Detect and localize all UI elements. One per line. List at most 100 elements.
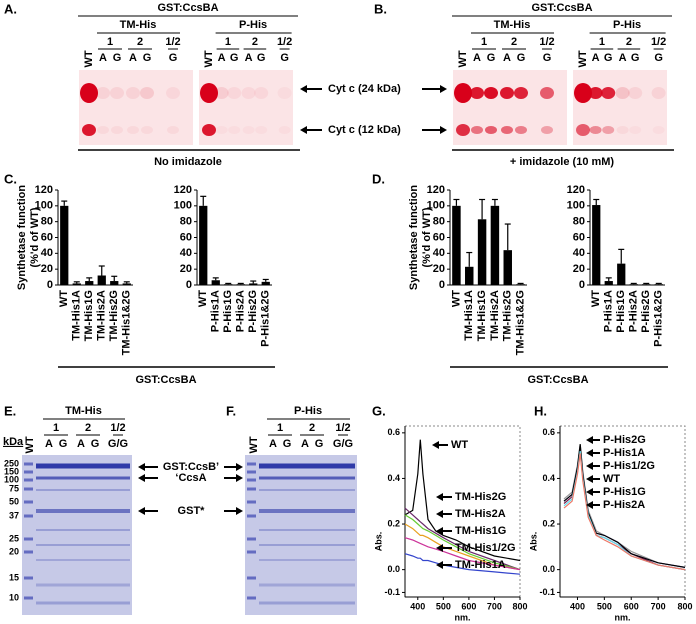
lane-label: G xyxy=(315,438,324,450)
lane-group-number: 2 xyxy=(85,422,91,434)
y-tick-label: 20 xyxy=(433,263,445,275)
group-name: TM-His xyxy=(494,19,531,31)
error-bar xyxy=(466,251,473,267)
lane-label: WT xyxy=(577,50,589,67)
lane-group-number: 2 xyxy=(626,36,632,48)
x-tick-label: P-His1&2G xyxy=(260,290,272,347)
gel-band xyxy=(228,126,240,134)
y-axis-label: Synthetase function xyxy=(408,185,420,290)
lane-group-number: 2 xyxy=(511,36,517,48)
gel-band xyxy=(616,126,629,134)
gel-band xyxy=(500,87,514,99)
gel-band xyxy=(82,124,96,136)
protein-band xyxy=(36,463,130,469)
panel-label: A. xyxy=(4,1,17,16)
group-name: P-His xyxy=(239,19,267,31)
error-bar xyxy=(98,265,105,276)
legend-label: WT xyxy=(451,439,468,451)
y-tick-label: 120 xyxy=(427,184,445,196)
condition-label: + imidazole (10 mM) xyxy=(510,156,615,168)
gel-band xyxy=(241,87,256,99)
arrow-head xyxy=(586,475,593,483)
ladder-band xyxy=(247,500,256,504)
bar xyxy=(477,219,487,285)
lane-label: G xyxy=(257,52,266,64)
x-axis-label: nm. xyxy=(614,612,630,622)
bar xyxy=(592,205,601,285)
ladder-band xyxy=(24,470,33,474)
gel-image xyxy=(22,455,132,615)
y-tick-label: -0.1 xyxy=(384,587,400,597)
gel-band xyxy=(454,83,472,103)
gel-image xyxy=(245,455,357,615)
error-bar xyxy=(262,278,269,282)
error-bar xyxy=(212,277,219,281)
x-tick-label: TM-His2A xyxy=(489,290,501,341)
y-tick-label: 100 xyxy=(35,200,53,212)
y-tick-label: 60 xyxy=(41,231,53,243)
y-tick-label: 80 xyxy=(41,216,53,228)
x-tick-label: TM-His1A xyxy=(71,290,83,341)
gel-band xyxy=(167,126,179,134)
x-tick-label: P-His2A xyxy=(628,290,640,332)
arrow-head xyxy=(432,441,439,449)
protein-band xyxy=(36,509,130,513)
lane-group-number: 1 xyxy=(107,36,113,48)
x-tick-label: WT xyxy=(58,290,70,307)
y-tick-label: 0.6 xyxy=(387,427,400,437)
lane-label: G xyxy=(604,52,613,64)
lane-group-number: 1 xyxy=(225,36,231,48)
gel-band xyxy=(541,126,553,134)
y-tick-label: 0.6 xyxy=(542,427,555,437)
lane-label: G xyxy=(283,438,292,450)
lane-label: WT xyxy=(457,50,469,67)
bar xyxy=(629,284,638,285)
error-bar xyxy=(517,282,524,285)
y-tick-label: 120 xyxy=(174,184,192,196)
spectrum-line xyxy=(404,439,521,562)
arrow-head xyxy=(436,510,443,518)
arrow-head xyxy=(436,527,443,535)
arrow-head xyxy=(586,462,593,470)
panel-label: F. xyxy=(226,403,236,418)
x-tick-label: WT xyxy=(450,290,462,307)
y-tick-label: 60 xyxy=(433,231,445,243)
ladder-band xyxy=(24,478,33,482)
ladder-label: 75 xyxy=(9,483,19,493)
gel-band xyxy=(243,126,255,134)
band-marker: ‘CcsA xyxy=(175,472,206,484)
arrow-head xyxy=(440,85,447,93)
error-bar xyxy=(593,198,600,206)
ladder-band xyxy=(24,576,33,580)
gel-image xyxy=(79,70,193,145)
group-name: TM-His xyxy=(120,19,157,31)
gel-band xyxy=(514,87,528,99)
spectrum-line xyxy=(404,553,521,575)
protein-band xyxy=(36,583,130,587)
bar xyxy=(642,284,651,285)
lane-label: A xyxy=(619,52,627,64)
y-tick-label: 0 xyxy=(439,279,445,291)
lane-group-number: 1 xyxy=(277,422,283,434)
y-tick-label: 0 xyxy=(186,279,192,291)
gel-band xyxy=(255,126,267,134)
lane-label: A xyxy=(503,52,511,64)
arrow-head xyxy=(236,463,243,471)
lane-label: A xyxy=(45,438,53,450)
error-bar xyxy=(655,282,662,285)
gel-band xyxy=(277,87,292,99)
x-tick-label: P-His2G xyxy=(640,290,652,333)
x-tick-label: 500 xyxy=(597,601,612,611)
ladder-band xyxy=(24,550,33,554)
error-bar xyxy=(618,248,625,264)
gel-band xyxy=(202,124,216,136)
lane-label: G xyxy=(654,52,663,64)
lane-group-number: 1 xyxy=(599,36,605,48)
y-tick-label: 0.0 xyxy=(387,564,400,574)
ladder-band xyxy=(24,500,33,504)
error-bar xyxy=(453,198,460,206)
protein-band xyxy=(36,476,130,480)
lane-group-number: 1/2 xyxy=(335,422,350,434)
y-tick-label: 60 xyxy=(573,231,585,243)
group-name: TM-His xyxy=(65,405,102,417)
